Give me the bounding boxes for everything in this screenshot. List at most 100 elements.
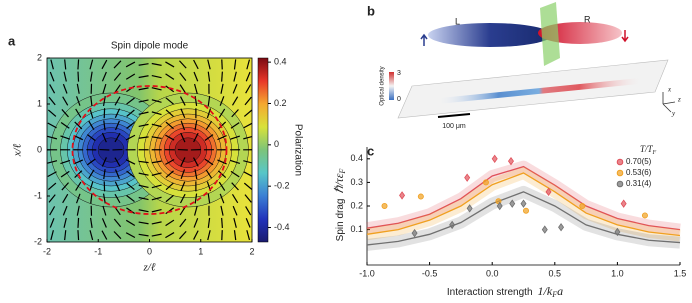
- field-dash: [47, 160, 58, 164]
- diagram: L R Optical density 3 0 100 μm x y z: [380, 2, 681, 130]
- legend-label: 0.31(4): [626, 179, 652, 188]
- field-dash: [165, 134, 175, 141]
- field-dash: [165, 207, 175, 215]
- field-dash: [138, 111, 149, 115]
- field-dash: [193, 132, 199, 143]
- field-dash: [207, 193, 211, 204]
- field-dash: [206, 108, 212, 119]
- field-dash: [207, 217, 211, 228]
- y-tick-label: 0: [37, 144, 42, 154]
- colorbar-label: Polarization: [292, 124, 303, 176]
- legend-title: T/TF: [640, 144, 657, 156]
- field-dash: [47, 182, 57, 191]
- colorbar-tick-label: 0.2: [274, 98, 287, 108]
- field-dash: [113, 231, 122, 240]
- field-dash: [126, 97, 135, 105]
- spin-down-arrow: [621, 30, 629, 43]
- field-dash: [75, 181, 82, 191]
- field-dash: [165, 170, 174, 178]
- x-tick-label: 0: [147, 246, 152, 256]
- axis-name: z: [677, 96, 681, 104]
- field-dash: [114, 132, 121, 143]
- legend-label: 0.53(6): [626, 168, 652, 177]
- field-dash: [194, 193, 198, 204]
- y-label-sub: F: [338, 169, 347, 175]
- field-dash: [221, 71, 223, 82]
- data-point: [464, 173, 471, 182]
- field-dash: [165, 232, 175, 239]
- field-dash: [246, 59, 251, 70]
- field-dash: [138, 172, 149, 176]
- field-dash: [194, 205, 198, 216]
- field-dash: [138, 160, 149, 164]
- cloud-left: [428, 23, 552, 47]
- field-dash: [138, 75, 149, 79]
- field-dash: [60, 135, 71, 140]
- data-point: [523, 207, 530, 214]
- field-dash: [193, 59, 199, 70]
- field-dash: [114, 120, 120, 131]
- field-dash: [165, 182, 174, 191]
- field-dash: [126, 182, 135, 190]
- field-dash: [64, 59, 67, 70]
- axis-name: x: [667, 86, 672, 94]
- cloud-right: [538, 22, 622, 44]
- data-point: [509, 199, 516, 208]
- field-dash: [207, 230, 211, 241]
- field-dash: [151, 233, 162, 237]
- field-dash: [102, 205, 107, 216]
- fit-line: [366, 165, 681, 231]
- field-dash: [243, 160, 252, 164]
- field-dash: [76, 205, 80, 216]
- field-dash: [86, 158, 96, 166]
- field-dash: [179, 96, 186, 106]
- field-dash: [138, 184, 149, 189]
- data-point: [545, 187, 552, 197]
- field-dash: [63, 71, 67, 82]
- field-dash: [151, 74, 162, 79]
- field-dash: [245, 218, 251, 228]
- field-dash: [243, 122, 252, 129]
- field-dash: [151, 62, 162, 66]
- y-axis-label: x/ℓ: [12, 143, 24, 157]
- field-dash: [151, 111, 162, 116]
- y-tick-label: 1: [37, 98, 42, 108]
- field-dash: [151, 99, 162, 103]
- panel-label: c: [367, 143, 374, 158]
- od-label: Optical density: [380, 66, 386, 105]
- y-label-math: ℏ/τε: [332, 173, 346, 193]
- field-dash: [245, 84, 252, 94]
- field-dash: [62, 83, 68, 94]
- field-dash: [233, 217, 237, 228]
- field-dash: [194, 169, 198, 180]
- y-tick-label: 0.3: [350, 177, 363, 187]
- field-dash: [50, 230, 54, 241]
- od-colorbar: [389, 72, 394, 100]
- scale-label: 100 μm: [442, 123, 466, 130]
- colorbar: [257, 57, 269, 243]
- field-dash: [243, 171, 252, 177]
- colorbar-tick-label: 0.4: [274, 57, 287, 67]
- data-point: [520, 199, 527, 208]
- field-dash: [233, 71, 237, 82]
- scale-bar: [437, 113, 471, 118]
- x-label-sub: F: [551, 290, 557, 299]
- data-point: [620, 199, 627, 208]
- field-dash: [77, 59, 80, 70]
- field-dash: [49, 84, 56, 94]
- field-dash: [218, 108, 226, 118]
- field-dash: [220, 205, 224, 216]
- field-dash: [245, 71, 251, 82]
- colorbar-tick-label: 0: [274, 139, 279, 149]
- field-dash: [101, 59, 108, 70]
- field-dash: [103, 169, 106, 180]
- x-tick-label: 1: [198, 246, 203, 256]
- field-dash: [151, 172, 162, 176]
- field-dash: [75, 193, 81, 204]
- field-dash: [246, 230, 251, 241]
- field-dash: [86, 134, 96, 142]
- field-dash: [77, 71, 80, 82]
- y-tick-label: -1: [34, 190, 42, 200]
- field-dash: [193, 157, 199, 167]
- y-tick-label: 0.4: [350, 153, 363, 163]
